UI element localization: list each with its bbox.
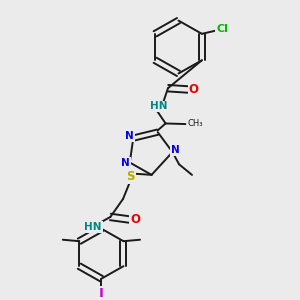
Text: I: I	[99, 287, 104, 300]
Text: CH₃: CH₃	[188, 119, 203, 128]
Text: N: N	[121, 158, 130, 167]
Text: HN: HN	[150, 101, 168, 111]
Text: O: O	[130, 213, 140, 226]
Text: O: O	[188, 83, 199, 96]
Text: N: N	[171, 145, 180, 155]
Text: N: N	[125, 131, 134, 141]
Text: Cl: Cl	[216, 23, 228, 34]
Text: HN: HN	[84, 222, 102, 232]
Text: S: S	[126, 170, 135, 184]
